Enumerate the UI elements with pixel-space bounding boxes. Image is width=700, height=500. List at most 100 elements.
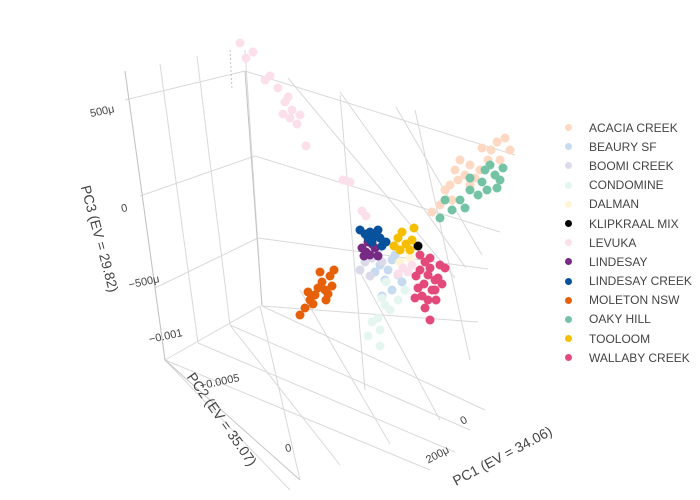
data-point-wallaby-creek[interactable] <box>419 279 429 289</box>
data-point-tooloom[interactable] <box>409 223 419 233</box>
data-point-beaury-sf[interactable] <box>397 277 407 287</box>
data-point-moleton-nsw[interactable] <box>310 290 320 300</box>
data-point-oaky-hill[interactable] <box>495 175 505 185</box>
data-point-acacia-creek[interactable] <box>500 133 510 143</box>
data-point-lindesay-creek[interactable] <box>375 233 385 243</box>
data-point-acacia-creek[interactable] <box>495 155 505 165</box>
data-point-acacia-creek[interactable] <box>450 165 460 175</box>
data-point-lindesay-creek[interactable] <box>373 225 383 235</box>
data-point-lindesay-creek[interactable] <box>365 227 375 237</box>
data-point-condomine[interactable] <box>377 293 387 303</box>
data-point-oaky-hill[interactable] <box>435 213 445 223</box>
data-point-tooloom[interactable] <box>405 245 415 255</box>
data-point-oaky-hill[interactable] <box>440 195 450 205</box>
data-point-acacia-creek[interactable] <box>440 185 450 195</box>
data-point-levuka[interactable] <box>265 71 275 81</box>
data-point-acacia-creek[interactable] <box>492 137 502 147</box>
data-point-levuka[interactable] <box>407 260 417 270</box>
data-point-condomine[interactable] <box>400 285 410 295</box>
data-point-beaury-sf[interactable] <box>387 285 397 295</box>
data-point-moleton-nsw[interactable] <box>317 277 327 287</box>
data-point-moleton-nsw[interactable] <box>300 303 310 313</box>
data-point-levuka[interactable] <box>241 53 251 63</box>
data-point-tooloom[interactable] <box>397 227 407 237</box>
data-point-wallaby-creek[interactable] <box>425 263 435 273</box>
data-point-moleton-nsw[interactable] <box>327 281 337 291</box>
data-point-condomine[interactable] <box>363 331 373 341</box>
data-point-wallaby-creek[interactable] <box>417 291 427 301</box>
data-point-oaky-hill[interactable] <box>477 177 487 187</box>
data-point-moleton-nsw[interactable] <box>329 265 339 275</box>
data-point-wallaby-creek[interactable] <box>420 303 430 313</box>
data-point-condomine[interactable] <box>393 295 403 305</box>
data-point-wallaby-creek[interactable] <box>431 295 441 305</box>
data-point-moleton-nsw[interactable] <box>295 310 305 320</box>
data-point-levuka[interactable] <box>287 105 297 115</box>
legend-item-dalman[interactable]: DALMAN <box>560 195 692 214</box>
data-point-moleton-nsw[interactable] <box>315 267 325 277</box>
data-point-moleton-nsw[interactable] <box>303 287 313 297</box>
data-point-oaky-hill[interactable] <box>480 165 490 175</box>
data-point-oaky-hill[interactable] <box>455 195 465 205</box>
data-point-moleton-nsw[interactable] <box>321 295 331 305</box>
data-point-tooloom[interactable] <box>407 235 417 245</box>
data-point-oaky-hill[interactable] <box>482 185 492 195</box>
data-point-acacia-creek[interactable] <box>427 207 437 217</box>
data-point-levuka[interactable] <box>235 38 245 48</box>
data-point-oaky-hill[interactable] <box>465 185 475 195</box>
data-point-lindesay[interactable] <box>359 251 369 261</box>
data-point-condomine[interactable] <box>385 305 395 315</box>
data-point-klipkraal-mix[interactable] <box>413 241 423 251</box>
data-point-levuka[interactable] <box>278 109 288 119</box>
data-point-condomine[interactable] <box>375 325 385 335</box>
data-point-acacia-creek[interactable] <box>505 145 515 155</box>
legend-item-boomi-creek[interactable]: BOOMI CREEK <box>560 156 692 175</box>
legend-item-klipkraal-mix[interactable]: KLIPKRAAL MIX <box>560 214 692 233</box>
data-point-oaky-hill[interactable] <box>465 173 475 183</box>
data-point-levuka[interactable] <box>273 83 283 93</box>
legend-item-acacia-creek[interactable]: ACACIA CREEK <box>560 118 692 137</box>
data-point-acacia-creek[interactable] <box>477 143 487 153</box>
data-point-acacia-creek[interactable] <box>453 175 463 185</box>
legend-item-wallaby-creek[interactable]: WALLABY CREEK <box>560 348 692 367</box>
legend-item-levuka[interactable]: LEVUKA <box>560 233 692 252</box>
legend-item-beaury-sf[interactable]: BEAURY SF <box>560 137 692 156</box>
data-point-levuka[interactable] <box>283 92 293 102</box>
data-point-acacia-creek[interactable] <box>465 160 475 170</box>
data-point-levuka[interactable] <box>345 177 355 187</box>
data-point-levuka[interactable] <box>292 119 302 129</box>
data-point-dalman[interactable] <box>405 253 415 263</box>
data-point-acacia-creek[interactable] <box>455 155 465 165</box>
data-point-wallaby-creek[interactable] <box>415 265 425 275</box>
data-point-condomine[interactable] <box>381 277 391 287</box>
data-point-moleton-nsw[interactable] <box>308 299 318 309</box>
data-point-oaky-hill[interactable] <box>498 163 508 173</box>
data-point-acacia-creek[interactable] <box>486 145 496 155</box>
legend-item-lindesay-creek[interactable]: LINDESAY CREEK <box>560 272 692 291</box>
data-point-levuka[interactable] <box>248 47 258 57</box>
legend-item-oaky-hill[interactable]: OAKY HILL <box>560 310 692 329</box>
data-point-condomine[interactable] <box>367 317 377 327</box>
data-point-wallaby-creek[interactable] <box>440 263 450 273</box>
data-point-boomi-creek[interactable] <box>355 265 365 275</box>
data-point-acacia-creek[interactable] <box>447 195 457 205</box>
legend-item-lindesay[interactable]: LINDESAY <box>560 252 692 271</box>
data-point-levuka[interactable] <box>301 141 311 151</box>
data-point-lindesay[interactable] <box>373 251 383 261</box>
data-point-condomine[interactable] <box>375 341 385 351</box>
data-point-wallaby-creek[interactable] <box>425 315 435 325</box>
data-point-tooloom[interactable] <box>389 241 399 251</box>
legend-item-moleton-nsw[interactable]: MOLETON NSW <box>560 291 692 310</box>
data-point-wallaby-creek[interactable] <box>430 285 440 295</box>
legend-item-tooloom[interactable]: TOOLOOM <box>560 329 692 348</box>
data-point-levuka[interactable] <box>403 267 413 277</box>
data-point-oaky-hill[interactable] <box>473 190 483 200</box>
data-point-oaky-hill[interactable] <box>460 203 470 213</box>
data-point-boomi-creek[interactable] <box>365 271 375 281</box>
data-point-wallaby-creek[interactable] <box>437 279 447 289</box>
data-point-levuka[interactable] <box>393 269 403 279</box>
data-point-levuka[interactable] <box>338 175 348 185</box>
data-point-oaky-hill[interactable] <box>447 205 457 215</box>
data-point-wallaby-creek[interactable] <box>415 250 425 260</box>
data-point-levuka[interactable] <box>285 113 295 123</box>
